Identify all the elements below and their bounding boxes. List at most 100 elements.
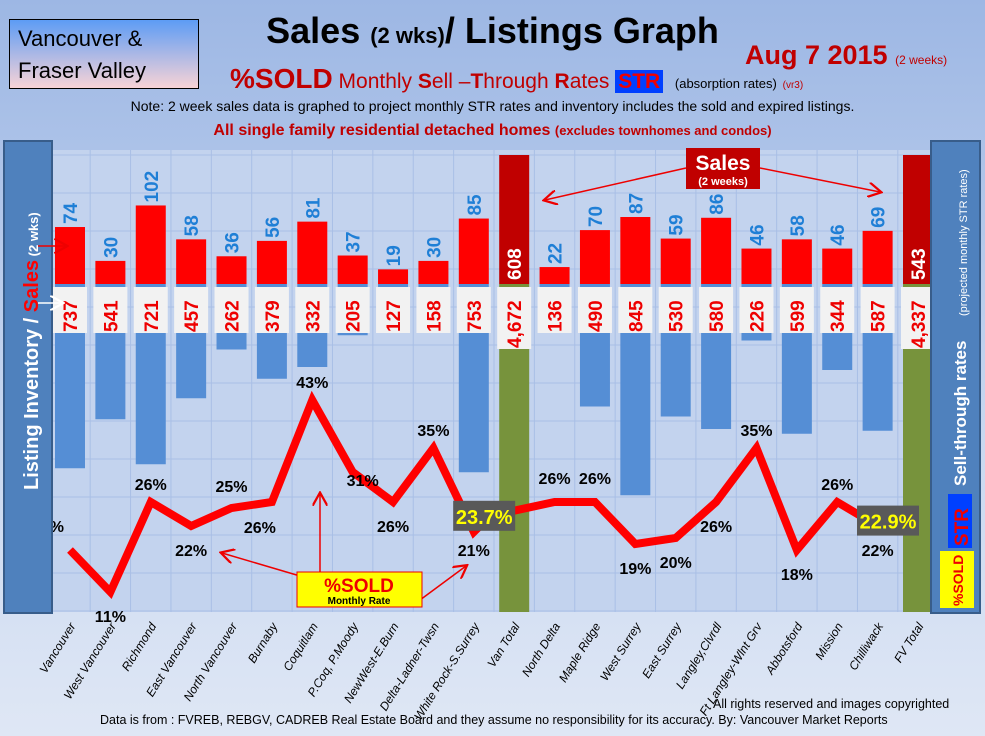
sales-bar: [499, 155, 530, 284]
inventory-label-box: [820, 287, 855, 333]
sales-label: 58: [182, 215, 203, 236]
inventory-label-box: [699, 287, 734, 333]
sales-bar: [620, 217, 651, 284]
sales-callout-sub: (2 weeks): [698, 176, 748, 188]
sold-rate-label: 18%: [781, 567, 813, 584]
sold-rate-label: 26%: [579, 471, 611, 488]
sold-rate-label: 35%: [740, 423, 772, 440]
sales-label: 87: [626, 193, 647, 214]
inventory-label-box: [254, 287, 289, 333]
category-label: Vancouver: [36, 619, 79, 676]
inventory-label: 344: [828, 300, 849, 332]
report-date: Aug 7 2015 (2 weeks): [745, 40, 947, 71]
sales-label: 85: [465, 194, 486, 216]
rights-note: All rights reserved and images copyright…: [713, 697, 950, 711]
title-rest: / Listings Graph: [444, 10, 719, 51]
right-str: STR: [952, 508, 973, 546]
sub-ates: ates: [569, 70, 616, 93]
sales-bar: [539, 267, 570, 284]
sales-label: 30: [424, 237, 445, 258]
sales-bar: [660, 238, 691, 284]
inventory-label: 332: [303, 300, 324, 332]
inventory-label: 127: [384, 300, 405, 332]
inventory-label: 753: [465, 300, 486, 332]
category-label: Abbotsford: [762, 620, 805, 678]
sales-label: 70: [586, 206, 607, 227]
total-rate-box: [857, 505, 919, 536]
inventory-label-box: [658, 287, 693, 333]
sales-bar: [822, 248, 853, 284]
category-label: East Surrey: [639, 619, 685, 680]
source-note: Data is from : FVREB, REBGV, CADREB Real…: [100, 713, 888, 727]
title-main: Sales: [266, 10, 361, 51]
category-label: West Surrey: [597, 619, 644, 683]
sub-ell: ell –: [431, 70, 471, 93]
detached-note: All single family residential detached h…: [0, 122, 985, 140]
sales-bar: [701, 217, 732, 284]
sub-r: R: [554, 70, 570, 93]
inventory-label: 158: [424, 300, 445, 332]
inventory-label-box: [739, 287, 774, 333]
sold-rate-label: 26%: [244, 520, 276, 537]
sold-rate-label: 20%: [660, 555, 692, 572]
sold-rate-label: 26%: [377, 519, 409, 536]
sub-m: Monthly: [338, 70, 418, 93]
sales-label: 86: [707, 194, 728, 215]
title-small: (2 wks): [370, 23, 445, 48]
inventory-label: 4,672: [505, 300, 526, 348]
category-label: Chilliwack: [846, 619, 887, 673]
sales-callout-title: Sales: [696, 152, 751, 175]
sales-label: 608: [505, 248, 526, 280]
sales-label: 102: [142, 171, 163, 203]
category-label: Mission: [812, 620, 846, 662]
sales-label: 69: [869, 207, 890, 228]
inventory-label-box: [416, 287, 451, 333]
sales-bar: [862, 230, 893, 284]
sales-bar: [337, 255, 368, 284]
sales-label: 37: [344, 231, 365, 252]
sales-label: 543: [909, 248, 930, 280]
category-label: Van Total: [484, 620, 522, 670]
category-label: North Delta: [519, 620, 563, 679]
inventory-label: 490: [586, 300, 607, 332]
sales-label: 19: [384, 245, 405, 266]
right-axis-note: (projected monthly STR rates): [958, 169, 970, 316]
sales-bar: [297, 221, 328, 284]
sales-bar: [55, 227, 85, 284]
inventory-label-box: [537, 287, 572, 333]
sales-bar: [378, 269, 409, 284]
sold-rate-label: 26%: [135, 477, 167, 494]
sold-callout-title: %SOLD: [324, 576, 394, 597]
sales-bar: [903, 155, 933, 284]
str-badge: STR: [615, 70, 664, 93]
right-sold: %SOLD: [950, 555, 966, 606]
sold-rate-label: 22%: [175, 543, 207, 560]
inventory-label: 721: [142, 300, 163, 332]
category-label: Maple Ridge: [556, 620, 604, 685]
sales-bar: [135, 205, 166, 284]
sales-bar: [781, 239, 812, 284]
inventory-label-box: [133, 287, 168, 333]
category-label: Coquitlam: [280, 620, 321, 673]
sales-label: 46: [828, 224, 849, 245]
inventory-label: 457: [182, 300, 203, 332]
sub-s: S: [417, 70, 432, 93]
sales-bar: [95, 260, 126, 284]
sold-rate-label: 26%: [700, 519, 732, 536]
sales-label: 58: [788, 215, 809, 236]
sub-hrough: hrough: [483, 70, 555, 93]
inventory-label-box: [860, 287, 895, 333]
sales-bar: [458, 218, 489, 284]
category-label: FV Total: [891, 620, 926, 665]
inventory-label: 226: [747, 300, 768, 332]
sold-rate-label: 31%: [347, 473, 379, 490]
sales-label: 22: [546, 243, 567, 264]
inventory-label: 845: [626, 300, 647, 332]
sold-callout-arrow-left: [222, 553, 301, 577]
sales-bar: [579, 230, 610, 284]
sales-bar: [176, 239, 207, 284]
inventory-label: 379: [263, 300, 284, 332]
sales-label: 59: [667, 214, 688, 235]
total-rate-label: 22.9%: [860, 512, 917, 534]
region-line1: Vancouver &: [18, 26, 143, 51]
